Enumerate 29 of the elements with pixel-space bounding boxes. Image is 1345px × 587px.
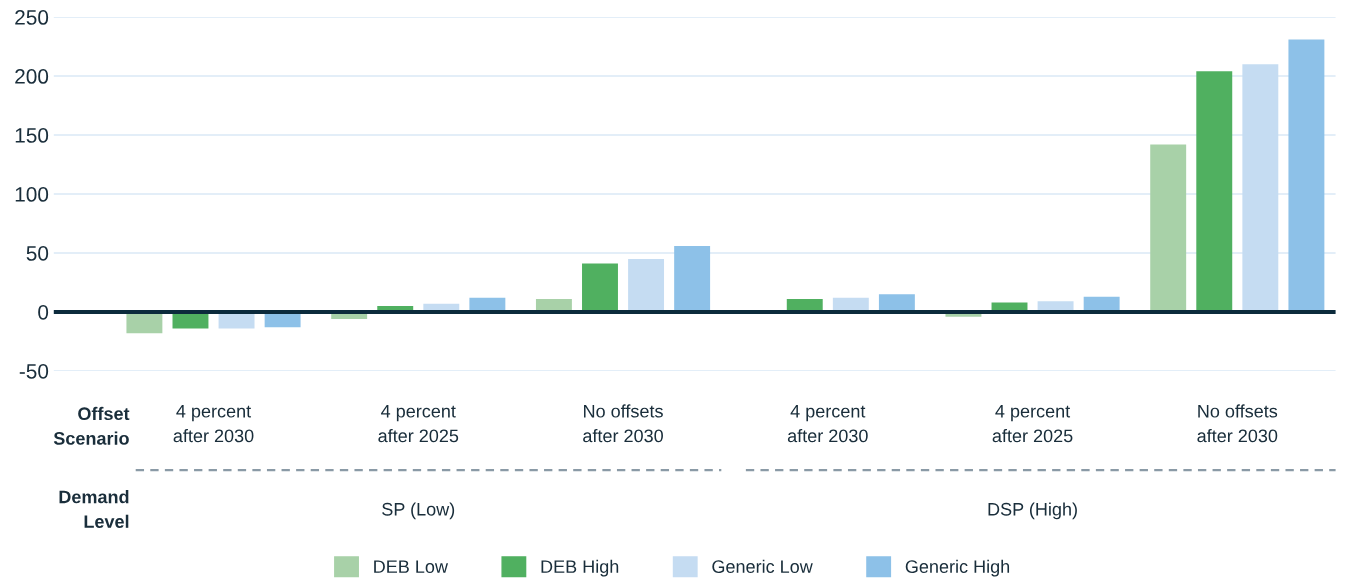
bar — [126, 311, 163, 334]
bar — [628, 258, 665, 312]
y-tick-label: 200 — [15, 69, 49, 84]
bar — [1196, 71, 1233, 312]
y-tick-label: 50 — [26, 246, 49, 261]
text: Offset Scenario — [53, 406, 130, 445]
legend-label: DEB High — [541, 559, 619, 577]
y-tick-label: 100 — [15, 187, 49, 202]
legend-label: Generic Low — [712, 559, 813, 574]
x-tick-label: 4 percent after 2030 — [787, 404, 868, 443]
text: Demand Level — [59, 490, 129, 528]
y-tick-label: 250 — [15, 10, 49, 25]
text: DSP (High) — [988, 502, 1077, 520]
bar — [582, 263, 618, 312]
x-tick-label: 4 percent after 2025 — [992, 404, 1073, 443]
x-tick-label: No offsets after 2030 — [1197, 404, 1278, 443]
y-tick-label: 0 — [38, 304, 49, 320]
y-tick-label: 150 — [15, 128, 49, 143]
text: SP (Low) — [382, 502, 455, 520]
bar — [1242, 64, 1279, 312]
x-tick-label: 4 percent after 2025 — [378, 404, 459, 443]
legend-label: DEB Low — [374, 560, 449, 574]
x-tick-label: No offsets after 2030 — [583, 404, 663, 443]
x-tick-label: 4 percent after 2030 — [173, 404, 254, 443]
legend-label: Generic High — [905, 559, 1010, 577]
y-tick-label: -50 — [19, 363, 49, 379]
bar — [674, 245, 711, 312]
bar — [1150, 144, 1187, 312]
bar — [1288, 39, 1325, 312]
